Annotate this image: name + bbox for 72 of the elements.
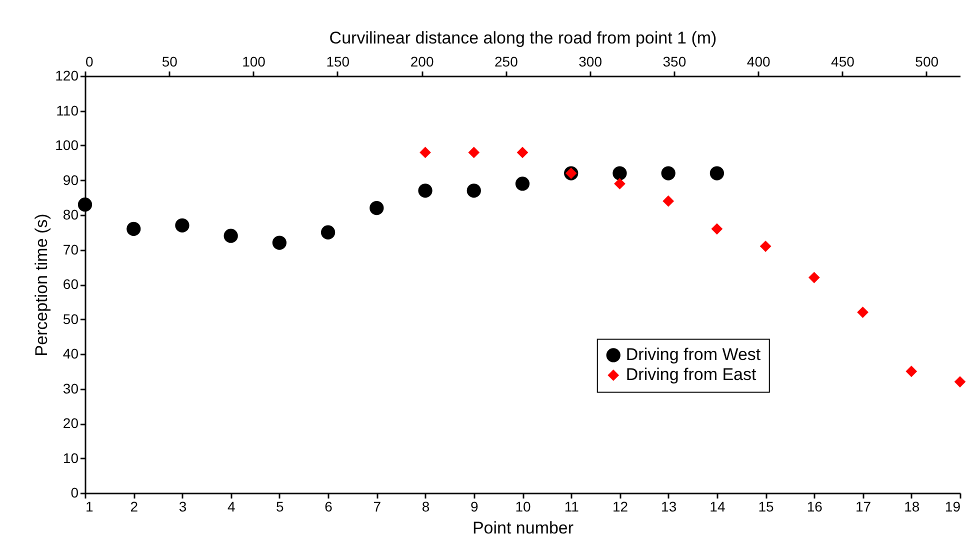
x-tick-label: 18 [904,498,920,514]
x2-axis-title: Curvilinear distance along the road from point 1 (m) [329,28,717,48]
point [906,366,918,378]
y-tick-label: 50 [62,310,79,327]
y-tick-label: 10 [62,450,79,466]
x-tick-label: 6 [324,498,333,514]
y-tick-label: 20 [62,415,79,431]
y-tick-label: 110 [56,102,79,118]
y-axis-title: Perception time (s) [32,214,52,356]
point [515,176,530,191]
x-tick-label: 4 [227,498,236,514]
legend-label: Driving from West [626,345,761,364]
legend-label: Driving from East [626,365,757,384]
point [760,240,772,252]
y-tick-label: 30 [62,380,79,396]
x2-tick-label: 400 [746,54,770,70]
y-tick-label: 0 [70,484,79,500]
point [320,225,336,240]
x-tick-label: 19 [944,498,961,514]
point [614,178,626,190]
x-tick-label: 17 [855,498,872,514]
y-tick-label: 100 [55,137,79,153]
y-tick-label: 40 [62,346,79,362]
x2-tick-label: 150 [326,54,350,70]
x2-tick-label: 0 [86,54,94,70]
x2-tick-label: 250 [494,54,518,70]
x2-tick-label: 300 [578,54,602,70]
point [516,146,528,158]
point [370,200,384,216]
point [808,272,820,284]
x-tick-label: 9 [470,498,478,514]
x2-tick-label: 350 [662,54,686,70]
point [175,218,190,232]
point [711,223,723,235]
x-tick-label: 3 [178,498,187,514]
point [661,166,676,180]
x2-tick-label: 200 [410,54,434,70]
x-axis-title: Point number [472,518,574,538]
x-tick-label: 13 [661,498,677,514]
point [710,166,724,180]
y-tick-label: 90 [62,172,79,188]
x-tick-label: 14 [710,498,726,514]
x2-tick-label: 100 [242,54,266,70]
x-tick-label: 11 [564,498,580,514]
point [224,228,238,243]
x-tick-label: 2 [130,498,138,514]
point [466,184,481,198]
point [78,198,92,212]
x-tick-label: 7 [373,498,382,514]
x-tick-label: 15 [758,498,774,514]
point [857,306,868,318]
x-tick-label: 5 [276,498,284,514]
x2-tick-label: 500 [915,54,939,70]
x-tick-label: 1 [86,498,94,514]
point [612,166,627,180]
point [126,222,141,236]
point [418,184,432,198]
x2-tick-label: 50 [162,54,178,70]
point [954,376,966,388]
y-tick-label: 60 [62,276,79,292]
y-tick-label: 70 [62,241,79,258]
x-tick-label: 16 [806,498,823,514]
y-tick-label: 120 [55,68,79,84]
x-tick-label: 12 [612,498,628,514]
point [468,146,480,158]
x-tick-label: 10 [515,498,531,514]
point [420,146,431,158]
x-tick-label: 8 [422,498,430,514]
x2-tick-label: 450 [831,54,855,70]
y-tick-label: 80 [62,206,79,222]
point [662,195,674,207]
point [272,236,287,250]
